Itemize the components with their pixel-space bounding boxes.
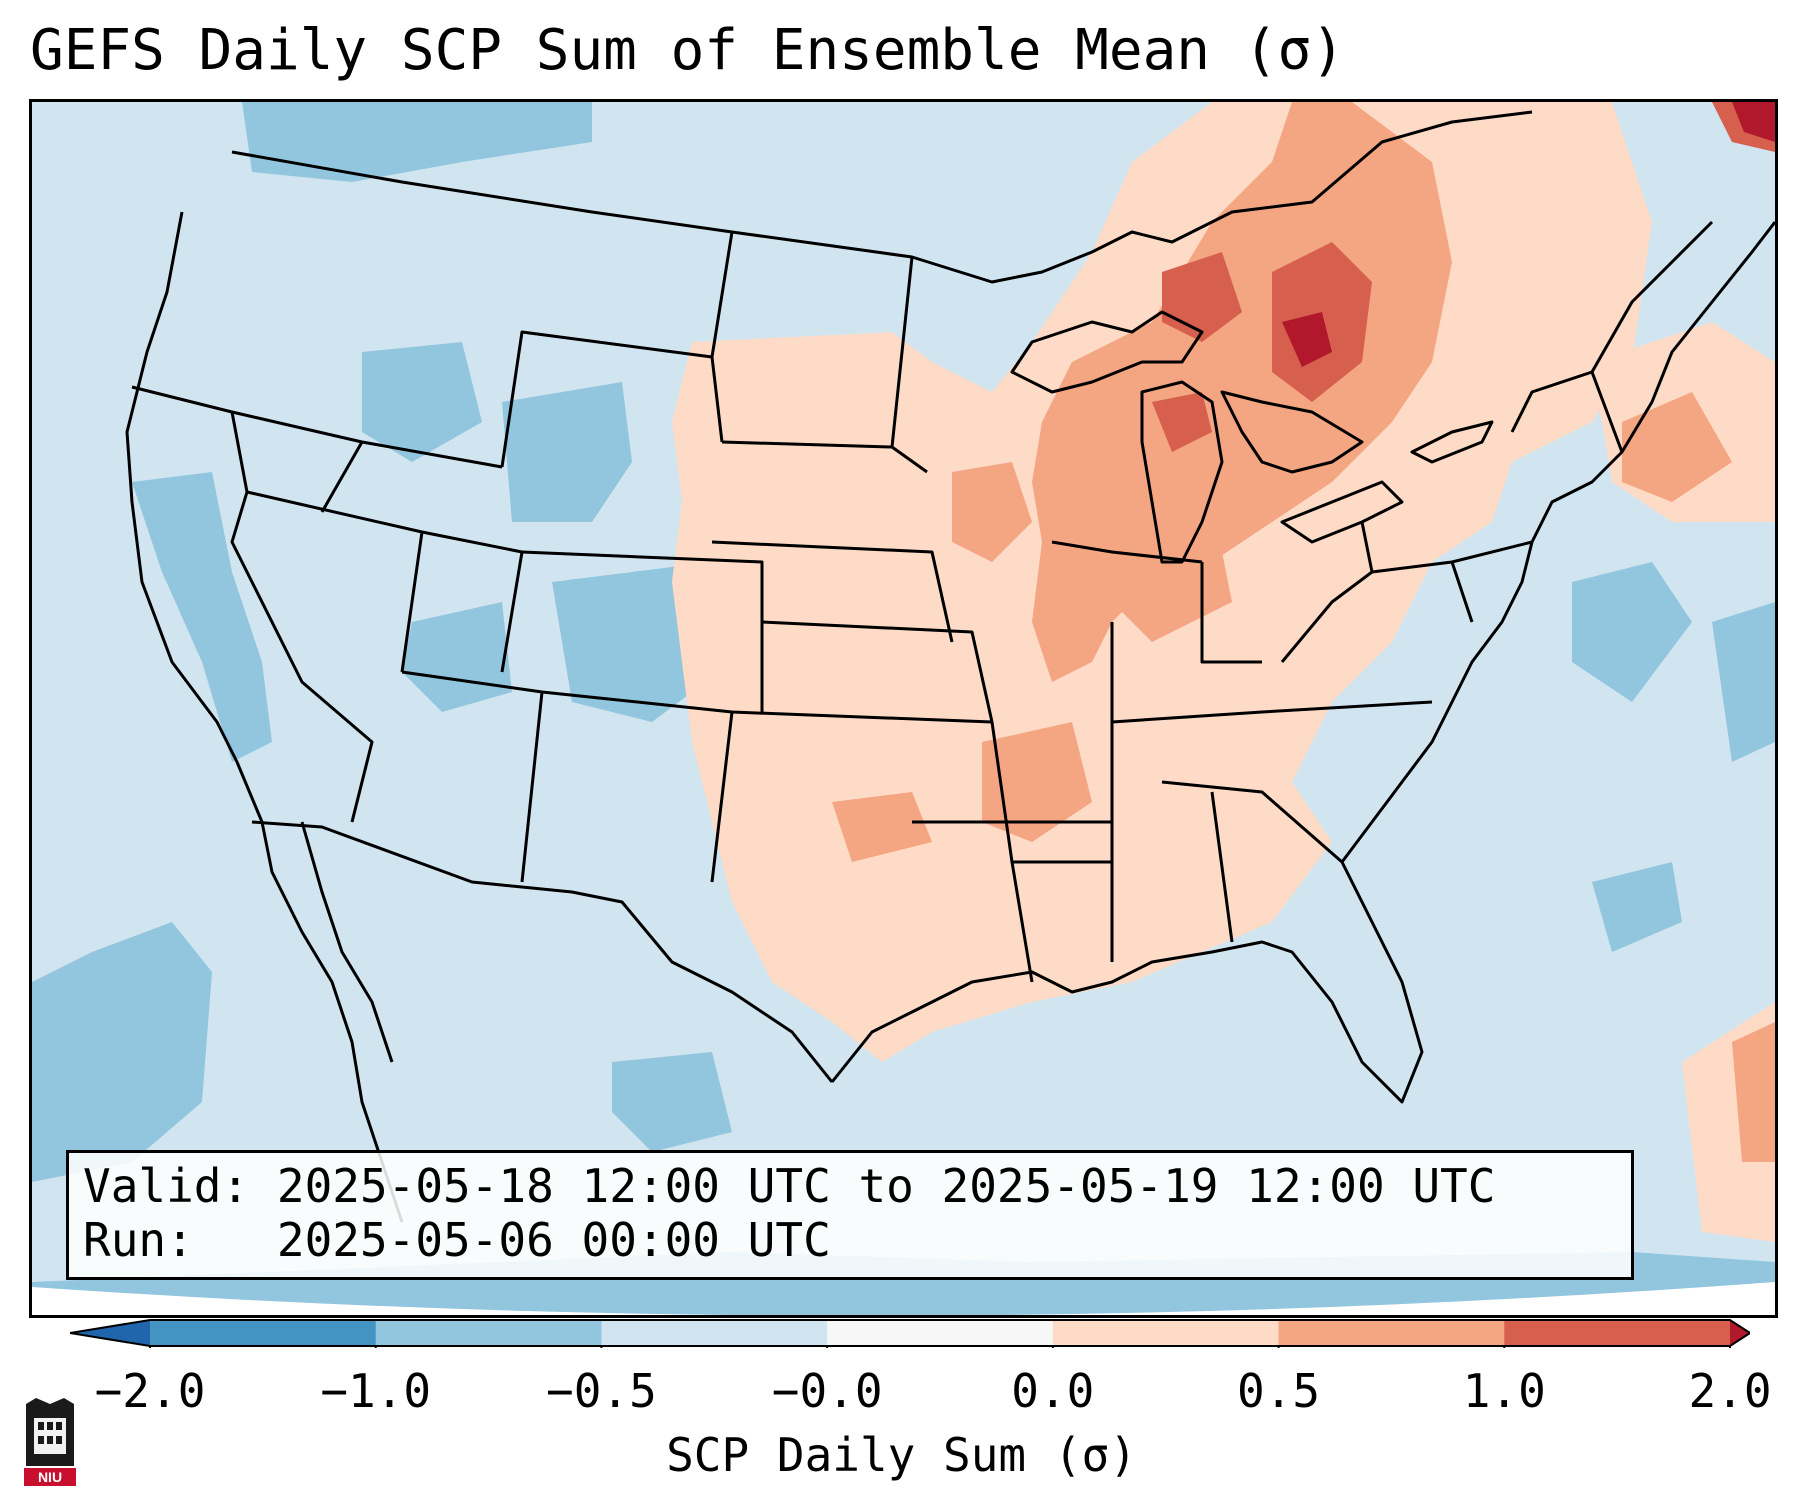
colorbar-tick-label: −0.0 bbox=[771, 1364, 883, 1418]
map-boundaries bbox=[125, 110, 1775, 1223]
colorbar-extend-high bbox=[1730, 1320, 1750, 1346]
colorbar-segment bbox=[601, 1320, 828, 1346]
colorbar-tick-label: 2.0 bbox=[1688, 1364, 1772, 1418]
colorbar-segment bbox=[375, 1320, 602, 1346]
positive-anomaly-extreme bbox=[1282, 102, 1775, 367]
run-value: 2025-05-06 00:00 UTC bbox=[276, 1213, 831, 1267]
valid-value: 2025-05-18 12:00 UTC to 2025-05-19 12:00… bbox=[276, 1159, 1496, 1213]
positive-anomaly-medium bbox=[832, 102, 1775, 1162]
map-title: GEFS Daily SCP Sum of Ensemble Mean (σ) bbox=[30, 18, 1345, 83]
colorbar-segment bbox=[1278, 1320, 1505, 1346]
colorbar-tick-label: 0.5 bbox=[1237, 1364, 1321, 1418]
run-label: Run: bbox=[83, 1213, 194, 1267]
map-panel bbox=[29, 99, 1778, 1318]
colorbar-segment bbox=[827, 1320, 1054, 1346]
colorbar-tick-label: −2.0 bbox=[94, 1364, 206, 1418]
domain-edge bbox=[32, 1282, 1775, 1315]
colorbar-outline bbox=[70, 1319, 1750, 1347]
colorbar-tick-label: −0.5 bbox=[546, 1364, 657, 1418]
colorbar-segment bbox=[150, 1320, 377, 1346]
colorbar-segment bbox=[1052, 1320, 1280, 1346]
colorbar-label: SCP Daily Sum (σ) bbox=[666, 1428, 1137, 1482]
anomaly-map bbox=[32, 102, 1775, 1315]
logo-text: NIU bbox=[38, 1469, 62, 1485]
colorbar-segment bbox=[1504, 1320, 1731, 1346]
niu-logo-icon: NIU bbox=[24, 1398, 76, 1486]
info-box: Valid: 2025-05-18 12:00 UTC to 2025-05-1… bbox=[66, 1150, 1634, 1280]
colorbar-tick-label: −1.0 bbox=[320, 1364, 432, 1418]
run-row: Run: 2025-05-06 00:00 UTC bbox=[83, 1213, 1617, 1267]
valid-row: Valid: 2025-05-18 12:00 UTC to 2025-05-1… bbox=[83, 1159, 1617, 1213]
colorbar-segments bbox=[149, 1320, 1731, 1348]
colorbar-extend-low bbox=[70, 1320, 150, 1346]
colorbar-tick-label: 0.0 bbox=[1011, 1364, 1095, 1418]
valid-label: Valid: bbox=[83, 1159, 250, 1213]
colorbar bbox=[70, 1319, 1750, 1348]
colorbar-tick-label: 1.0 bbox=[1462, 1364, 1546, 1418]
